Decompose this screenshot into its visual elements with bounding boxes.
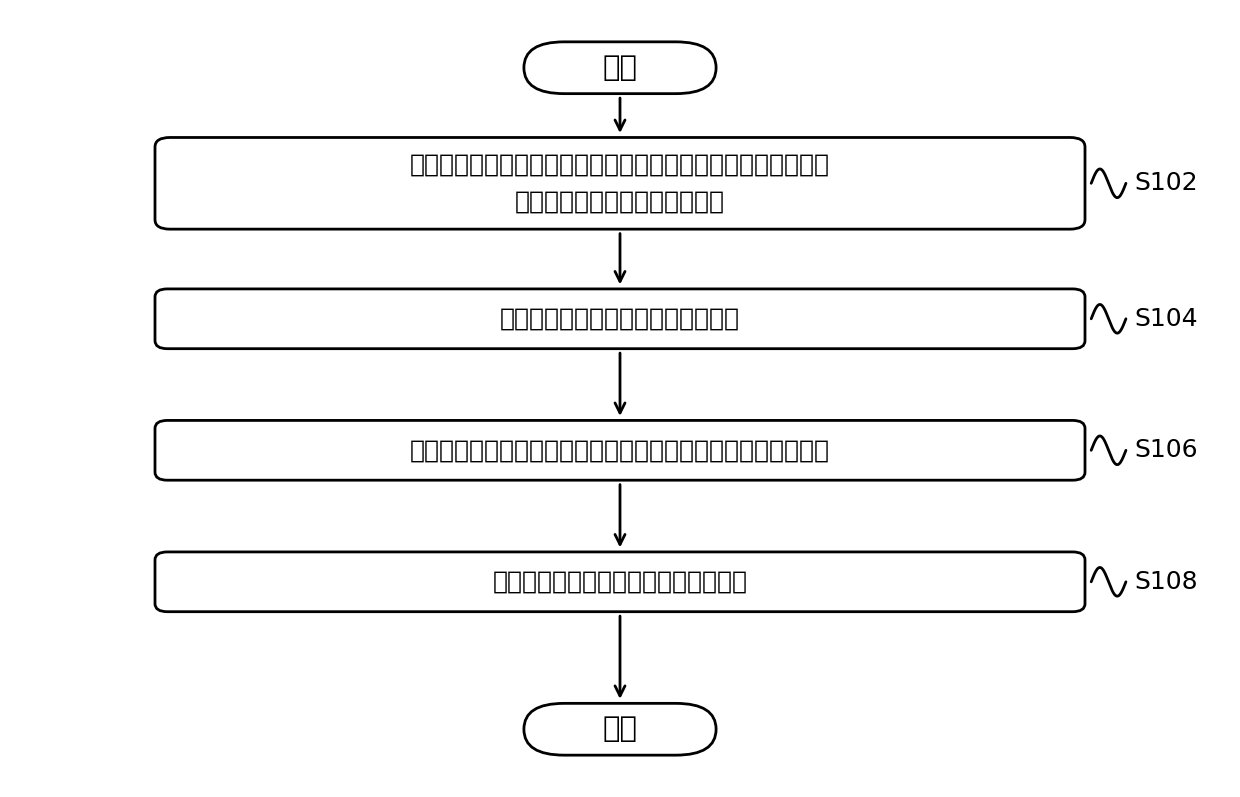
Text: 接收开启指令后，确定冰筱由断电状态变为通电状态时所处环境
的环境温度以及冰筱的筱内温度: 接收开启指令后，确定冰筱由断电状态变为通电状态时所处环境 的环境温度以及冰筱的筱… (410, 153, 830, 214)
Text: 根据筱内温度以及至少一个筱温区间确定冰筱中风机的延时时间: 根据筱内温度以及至少一个筱温区间确定冰筱中风机的延时时间 (410, 438, 830, 462)
Text: S108: S108 (1135, 570, 1198, 594)
FancyBboxPatch shape (155, 289, 1085, 349)
Text: S104: S104 (1135, 307, 1198, 331)
Text: S106: S106 (1135, 438, 1198, 462)
Text: 结束: 结束 (603, 715, 637, 744)
FancyBboxPatch shape (523, 703, 717, 756)
FancyBboxPatch shape (155, 421, 1085, 480)
Text: 根据环境温度确定至少一个筱温区间: 根据环境温度确定至少一个筱温区间 (500, 307, 740, 331)
Text: 在接收开启指令后的延时时间启动风机: 在接收开启指令后的延时时间启动风机 (492, 570, 748, 594)
FancyBboxPatch shape (523, 41, 717, 93)
FancyBboxPatch shape (155, 137, 1085, 230)
FancyBboxPatch shape (155, 552, 1085, 612)
Text: 开始: 开始 (603, 53, 637, 82)
Text: S102: S102 (1135, 171, 1198, 195)
